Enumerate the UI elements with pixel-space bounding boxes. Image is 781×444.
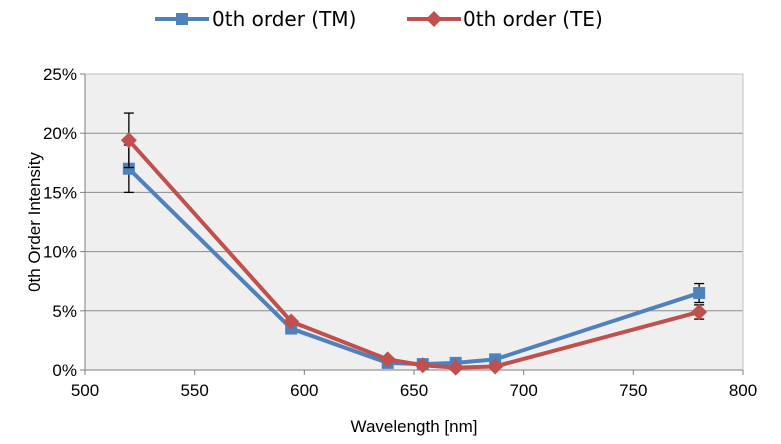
x-tick-labels: 500 550 600 650 700 750 800 <box>71 381 757 400</box>
marker-te <box>283 313 300 330</box>
y-tick-labels: 0% 5% 10% 15% 20% 25% <box>43 65 77 380</box>
y-tick-label: 0% <box>52 361 77 380</box>
plot-area <box>85 74 743 370</box>
marker-tm <box>122 162 135 175</box>
marker-te <box>379 351 396 368</box>
legend-label-te: 0th order (TE) <box>463 7 603 31</box>
x-tick-label: 800 <box>729 381 757 400</box>
x-tick-label: 700 <box>509 381 537 400</box>
y-tick-label: 20% <box>43 124 77 143</box>
marker-te <box>487 358 504 375</box>
marker-te <box>414 357 431 374</box>
marker-tm <box>693 287 706 300</box>
axes <box>80 73 744 375</box>
legend-label-tm: 0th order (TM) <box>212 7 356 31</box>
x-axis-title: Wavelength [nm] <box>351 417 478 436</box>
x-tick-label: 650 <box>400 381 428 400</box>
y-tick-label: 5% <box>52 302 77 321</box>
marker-te <box>691 303 708 320</box>
y-axis-title: 0th Order Intensity <box>25 152 44 292</box>
legend-item-tm: 0th order (TM) <box>155 7 356 31</box>
marker-te <box>447 359 464 376</box>
x-tick-label: 500 <box>71 381 99 400</box>
series-layer <box>120 112 708 376</box>
legend-marker-te <box>426 11 442 27</box>
x-tick-label: 750 <box>619 381 647 400</box>
legend-item-te: 0th order (TE) <box>407 7 603 31</box>
x-tick-label: 600 <box>290 381 318 400</box>
y-tick-label: 10% <box>43 243 77 262</box>
legend-marker-tm <box>176 13 188 25</box>
y-tick-label: 25% <box>43 65 77 84</box>
y-tick-label: 15% <box>43 183 77 202</box>
x-tick-label: 550 <box>180 381 208 400</box>
marker-te <box>120 132 137 149</box>
legend: 0th order (TM) 0th order (TE) <box>155 7 603 31</box>
